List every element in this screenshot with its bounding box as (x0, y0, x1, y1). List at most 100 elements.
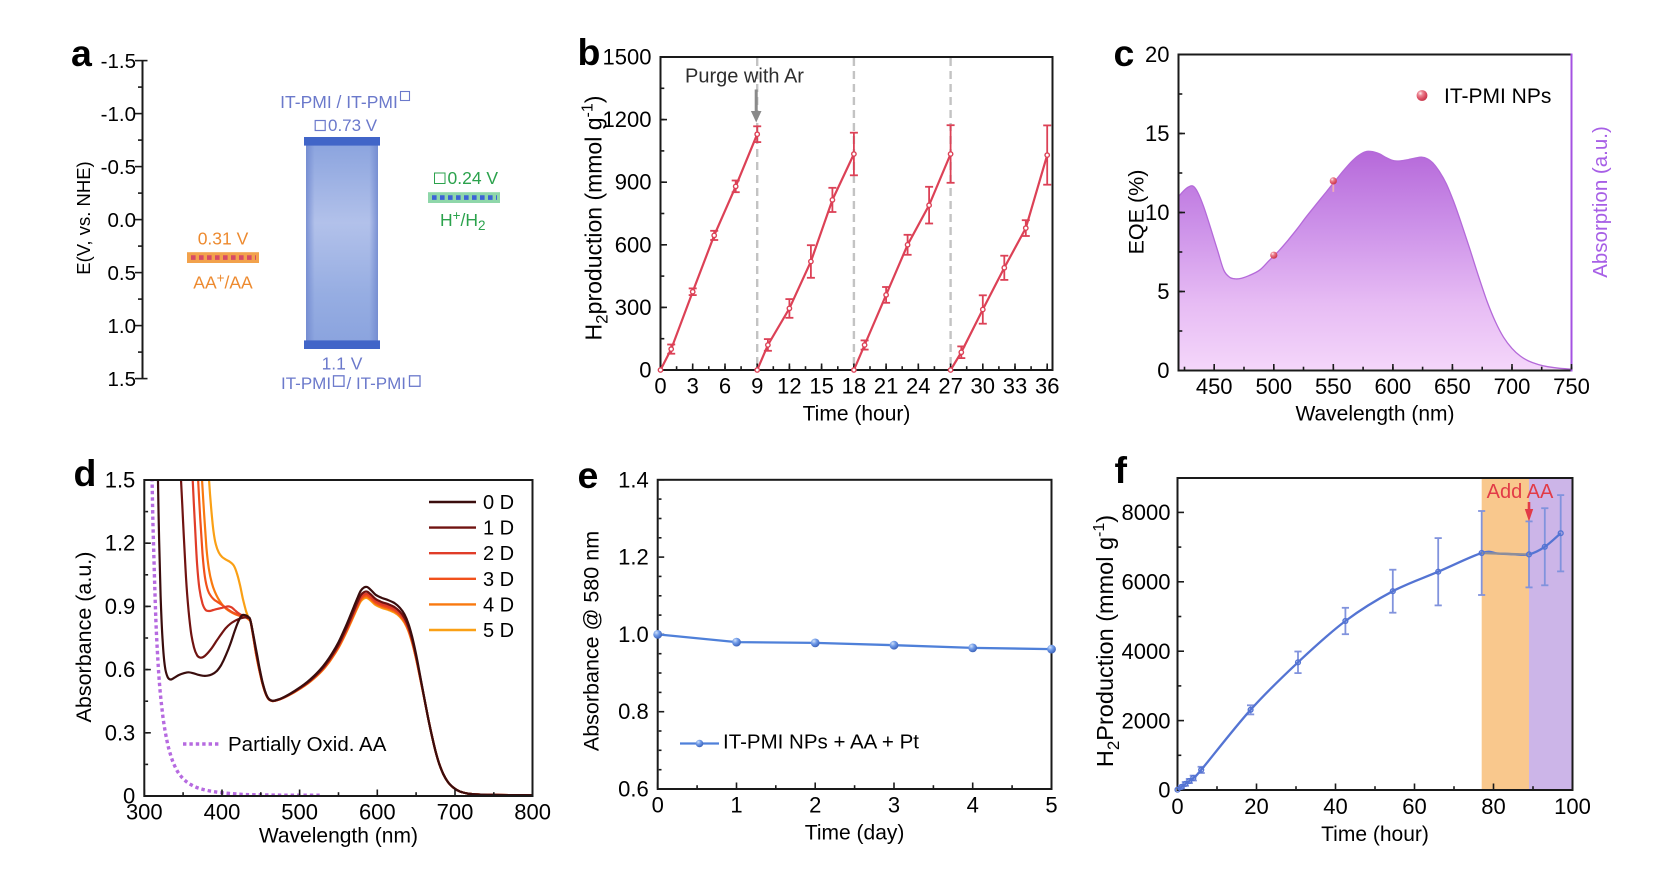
svg-text:e: e (578, 454, 599, 496)
svg-text:750: 750 (1553, 374, 1590, 399)
svg-text:/ IT-PMI: / IT-PMI (347, 374, 407, 393)
svg-text:4000: 4000 (1122, 639, 1171, 664)
svg-text:36: 36 (1035, 374, 1059, 399)
svg-text:550: 550 (1315, 374, 1352, 399)
svg-text:a: a (71, 32, 93, 74)
svg-text:20: 20 (1244, 794, 1268, 819)
svg-text:1.5: 1.5 (105, 468, 136, 493)
svg-text:3: 3 (687, 374, 699, 399)
svg-text:EQE (%): EQE (%) (1125, 170, 1149, 255)
svg-text:21: 21 (874, 374, 898, 399)
svg-text:80: 80 (1481, 794, 1505, 819)
svg-text:0.8: 0.8 (618, 699, 649, 724)
svg-text:Partially Oxid. AA: Partially Oxid. AA (228, 733, 387, 756)
svg-text:AA+/AA: AA+/AA (193, 271, 253, 293)
svg-text:-1.0: -1.0 (101, 103, 136, 126)
svg-text:400: 400 (204, 800, 241, 825)
svg-text:-0.5: -0.5 (101, 156, 136, 179)
svg-text:1.0: 1.0 (108, 315, 137, 338)
svg-text:IT-PMI NPs: IT-PMI NPs (1444, 85, 1551, 108)
svg-text:H2production (mmol g-1): H2production (mmol g-1) (580, 96, 612, 341)
svg-text:0.24 V: 0.24 V (448, 168, 499, 188)
svg-text:1: 1 (730, 793, 742, 818)
svg-text:Wavelength (nm): Wavelength (nm) (1295, 403, 1454, 426)
svg-text:c: c (1114, 32, 1135, 74)
svg-text:4 D: 4 D (483, 594, 514, 616)
svg-text:10: 10 (1145, 200, 1169, 225)
svg-text:0.0: 0.0 (108, 209, 137, 232)
svg-text:4: 4 (967, 793, 979, 818)
svg-text:0.6: 0.6 (105, 657, 136, 682)
svg-text:Time (day): Time (day) (805, 822, 905, 845)
svg-text:27: 27 (938, 374, 962, 399)
svg-text:1.2: 1.2 (105, 531, 136, 556)
svg-text:2000: 2000 (1122, 708, 1171, 733)
svg-text:1.5: 1.5 (108, 368, 137, 391)
svg-text:H+/H2: H+/H2 (440, 208, 486, 233)
svg-text:0.9: 0.9 (105, 594, 136, 619)
svg-text:18: 18 (842, 374, 866, 399)
svg-text:24: 24 (906, 374, 930, 399)
svg-text:1.0: 1.0 (618, 622, 649, 647)
svg-text:Absorbance (a.u.): Absorbance (a.u.) (72, 552, 96, 723)
svg-text:33: 33 (1003, 374, 1027, 399)
svg-text:600: 600 (1375, 374, 1412, 399)
svg-text:20: 20 (1145, 42, 1169, 67)
svg-text:5: 5 (1045, 793, 1057, 818)
svg-text:0: 0 (639, 358, 651, 383)
svg-text:0: 0 (652, 793, 664, 818)
svg-text:Purge with Ar: Purge with Ar (685, 66, 804, 88)
svg-text:9: 9 (751, 374, 763, 399)
svg-text:b: b (578, 31, 601, 73)
svg-text:1.1 V: 1.1 V (322, 354, 363, 374)
svg-text:500: 500 (281, 800, 318, 825)
svg-text:0 D: 0 D (483, 492, 514, 514)
svg-text:3: 3 (888, 793, 900, 818)
svg-text:300: 300 (615, 295, 652, 320)
svg-text:12: 12 (777, 374, 801, 399)
svg-text:15: 15 (1145, 121, 1169, 146)
svg-text:0.73 V: 0.73 V (328, 116, 378, 135)
svg-text:1.4: 1.4 (618, 467, 649, 492)
svg-text:Absorption (a.u.): Absorption (a.u.) (1589, 126, 1612, 278)
svg-text:0: 0 (1157, 358, 1169, 383)
svg-text:450: 450 (1196, 374, 1233, 399)
svg-text:60: 60 (1402, 794, 1426, 819)
svg-text:0: 0 (123, 784, 135, 809)
svg-text:5: 5 (1157, 279, 1169, 304)
svg-text:0.5: 0.5 (108, 262, 137, 285)
svg-text:600: 600 (359, 800, 396, 825)
svg-text:Wavelength (nm): Wavelength (nm) (259, 825, 418, 848)
svg-text:6: 6 (719, 374, 731, 399)
svg-text:f: f (1115, 449, 1128, 491)
svg-text:5 D: 5 D (483, 620, 514, 642)
svg-text:900: 900 (615, 170, 652, 195)
svg-text:6000: 6000 (1122, 570, 1171, 595)
svg-text:IT-PMI / IT-PMI: IT-PMI / IT-PMI (280, 92, 398, 112)
svg-text:E(V, vs. NHE): E(V, vs. NHE) (73, 161, 94, 274)
svg-text:0: 0 (1171, 794, 1183, 819)
svg-text:500: 500 (1255, 374, 1292, 399)
svg-text:0.3: 0.3 (105, 720, 136, 745)
svg-text:1 D: 1 D (483, 518, 514, 540)
svg-text:0.31 V: 0.31 V (198, 229, 249, 249)
svg-text:0: 0 (654, 374, 666, 399)
svg-text:100: 100 (1554, 794, 1591, 819)
svg-text:600: 600 (615, 232, 652, 257)
svg-text:IT-PMI NPs + AA + Pt: IT-PMI NPs + AA + Pt (723, 731, 919, 754)
svg-text:30: 30 (971, 374, 995, 399)
svg-text:2 D: 2 D (483, 543, 514, 565)
svg-text:3 D: 3 D (483, 569, 514, 591)
svg-text:650: 650 (1434, 374, 1471, 399)
svg-text:Time (hour): Time (hour) (1321, 823, 1429, 846)
svg-text:700: 700 (1494, 374, 1531, 399)
svg-text:0.6: 0.6 (618, 777, 649, 802)
svg-text:Time (hour): Time (hour) (803, 403, 911, 426)
svg-text:1.2: 1.2 (618, 545, 649, 570)
svg-text:300: 300 (126, 800, 163, 825)
svg-text:-1.5: -1.5 (101, 50, 136, 73)
svg-text:800: 800 (514, 800, 551, 825)
svg-text:8000: 8000 (1122, 500, 1171, 525)
svg-text:15: 15 (809, 374, 833, 399)
svg-text:H2Production (mmol g-1): H2Production (mmol g-1) (1091, 515, 1123, 767)
